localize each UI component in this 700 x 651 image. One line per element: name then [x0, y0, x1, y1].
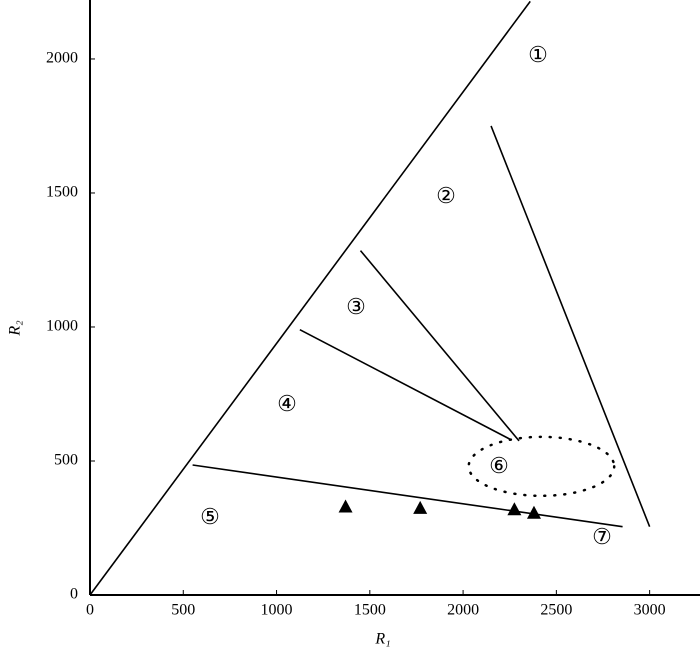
region-label: ② — [436, 183, 456, 208]
boundary-line — [192, 464, 623, 528]
x-tick-label: 1500 — [354, 602, 386, 619]
triangle-point — [507, 502, 522, 516]
triangle-point — [526, 505, 541, 519]
y-tick-label: 2000 — [46, 50, 78, 67]
dotted-region — [467, 435, 616, 498]
region-label: ⑦ — [592, 524, 612, 549]
y-axis-label: R₂ — [7, 320, 24, 337]
y-tick-label: 500 — [54, 452, 78, 469]
region-label: ③ — [346, 294, 366, 319]
x-tick-label: 500 — [171, 602, 195, 619]
x-tick-label: 3000 — [634, 602, 666, 619]
x-tick-label: 0 — [86, 602, 94, 619]
region-label: ④ — [277, 391, 297, 416]
x-tick-label: 2000 — [447, 602, 479, 619]
region-label: ⑤ — [200, 504, 220, 529]
x-axis-label: R₁ — [374, 631, 390, 648]
x-tick-label: 2500 — [540, 602, 572, 619]
boundary-line — [89, 0, 531, 596]
boundary-line — [299, 328, 512, 441]
y-tick-label: 0 — [70, 586, 78, 603]
y-tick-label: 1500 — [46, 184, 78, 201]
boundary-line — [490, 125, 651, 527]
boundary-line — [359, 250, 520, 442]
region-label: ⑥ — [489, 453, 509, 478]
y-tick-label: 1000 — [46, 318, 78, 335]
x-tick-label: 1000 — [261, 602, 293, 619]
triangle-point — [338, 499, 353, 513]
triangle-point — [413, 500, 428, 514]
region-label: ① — [528, 42, 548, 67]
